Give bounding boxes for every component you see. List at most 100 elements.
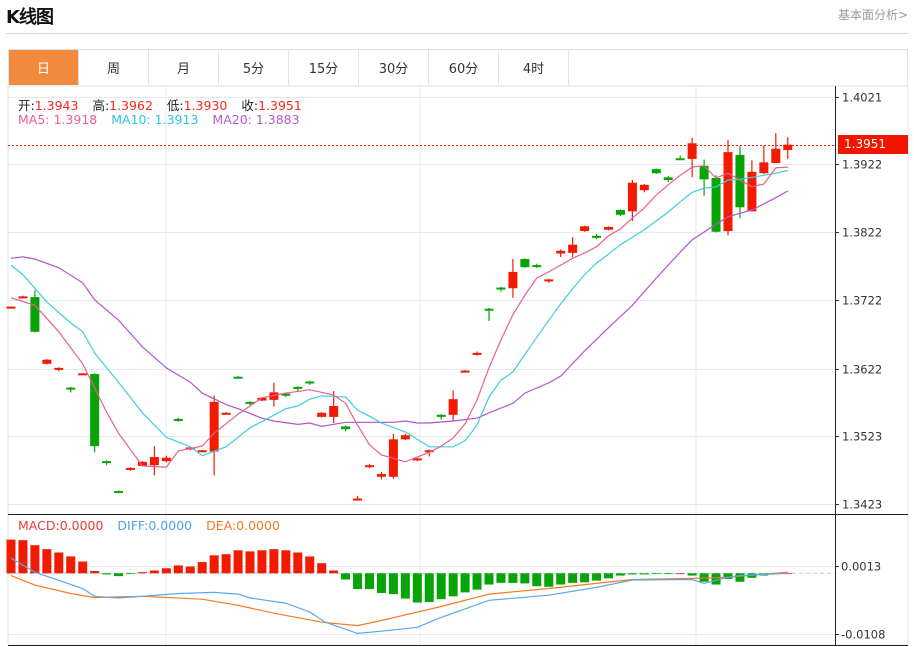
macd-histogram-bar (293, 552, 303, 574)
diff-value: 0.0000 (148, 518, 193, 533)
ma10-value: 1.3913 (154, 112, 199, 127)
macd-histogram-bar (90, 571, 100, 574)
macd-histogram-bar (651, 573, 661, 575)
macd-histogram-bar (687, 573, 697, 576)
close-value: 1.3951 (258, 98, 302, 113)
ma5-line (10, 165, 788, 468)
candle-body (759, 162, 769, 174)
candle-body (615, 209, 625, 215)
macd-histogram-bar (496, 573, 506, 583)
candle-body (173, 418, 183, 421)
candle-body (412, 458, 422, 461)
macd-histogram-bar (173, 565, 183, 574)
candle-body (556, 250, 566, 254)
macd-histogram-bar (604, 573, 613, 579)
candle-body (281, 393, 291, 396)
ma5-value: 1.3918 (53, 112, 98, 127)
high-value: 1.3962 (109, 98, 153, 113)
price-axis-label: 1.3922 (842, 158, 882, 172)
macd-histogram-bar (102, 573, 112, 575)
candle-body (78, 373, 88, 376)
macd-histogram-bar (376, 573, 386, 593)
candle-body (544, 279, 554, 282)
tab-15min[interactable]: 15分 (289, 50, 359, 85)
price-axis-label: 1.3822 (842, 226, 882, 240)
macd-histogram-bar (544, 573, 554, 587)
macd-histogram-bar (126, 573, 135, 575)
price-axis-label: 1.4021 (842, 91, 882, 105)
candle-body (161, 457, 171, 462)
candle-body (711, 177, 721, 232)
macd-histogram-bar (281, 550, 291, 574)
low-value: 1.3930 (183, 98, 228, 113)
fundamental-analysis-link[interactable]: 基本面分析> (837, 8, 908, 22)
macd-histogram-bar (257, 550, 267, 574)
open-label: 开: (18, 98, 35, 113)
high-label: 高: (92, 98, 110, 113)
macd-histogram-bar (735, 573, 745, 582)
candle-body (400, 435, 410, 440)
candle-body (699, 165, 709, 180)
candle-body (532, 265, 542, 268)
candle-body (126, 467, 135, 470)
candle-body (353, 498, 363, 501)
candle-body (90, 374, 100, 447)
candle-body (639, 184, 649, 191)
macd-histogram-bar (484, 573, 494, 585)
macd-histogram-bar (305, 556, 315, 574)
price-axis-label: 1.3622 (842, 363, 882, 377)
macd-histogram-bar (209, 555, 219, 574)
macd-histogram-bar (663, 573, 673, 575)
current-price-tag: 1.3951 (838, 135, 908, 154)
macd-histogram-bar (675, 573, 685, 575)
macd-histogram-bar (30, 545, 40, 574)
candle-body (293, 386, 303, 389)
candle-body (771, 148, 781, 164)
macd-histogram-bar (233, 550, 243, 574)
tab-week[interactable]: 周 (79, 50, 149, 85)
macd-histogram-bar (137, 572, 147, 574)
macd-histogram-bar (6, 539, 16, 574)
candle-body (30, 297, 40, 332)
candle-body (472, 352, 482, 355)
candle-body (723, 152, 733, 232)
header-divider (6, 33, 908, 34)
macd-histogram-bar (149, 570, 159, 574)
candle-body (102, 461, 112, 464)
macd-histogram-bar (365, 573, 374, 590)
macd-histogram-bar (711, 573, 721, 585)
candle-body (317, 412, 327, 417)
tab-60min[interactable]: 60分 (429, 50, 499, 85)
candle-body (114, 491, 124, 494)
candle-body (568, 244, 578, 253)
macd-histogram-bar (317, 563, 327, 574)
diff-label: DIFF: (117, 518, 149, 533)
tab-month[interactable]: 月 (149, 50, 219, 85)
candle-body (508, 271, 518, 289)
macd-histogram-bar (66, 556, 76, 574)
candle-body (496, 287, 506, 290)
ma-readout: MA5: 1.3918 MA10: 1.3913 MA20: 1.3883 (18, 112, 300, 127)
macd-axis-label: -0.0108 (841, 628, 885, 642)
dea-value: 0.0000 (236, 518, 280, 533)
tab-5min[interactable]: 5分 (219, 50, 289, 85)
candle-body (137, 461, 147, 466)
close-label: 收: (241, 98, 259, 113)
tab-day[interactable]: 日 (9, 50, 79, 85)
candle-body (448, 399, 458, 415)
candle-body (257, 397, 267, 401)
candle-body (365, 465, 374, 468)
macd-histogram-bar (639, 573, 649, 575)
candle-body (54, 367, 64, 370)
macd-histogram-bar (197, 562, 207, 574)
macd-histogram-bar (185, 566, 195, 574)
price-axis-label: 1.3423 (842, 498, 882, 512)
tab-4hour[interactable]: 4时 (499, 50, 569, 85)
macd-histogram-bar (329, 570, 339, 574)
macd-histogram-bar (615, 573, 625, 576)
macd-histogram-bar (448, 573, 458, 597)
tab-30min[interactable]: 30分 (359, 50, 429, 85)
candle-body (520, 258, 530, 268)
macd-histogram-bar (723, 573, 733, 579)
